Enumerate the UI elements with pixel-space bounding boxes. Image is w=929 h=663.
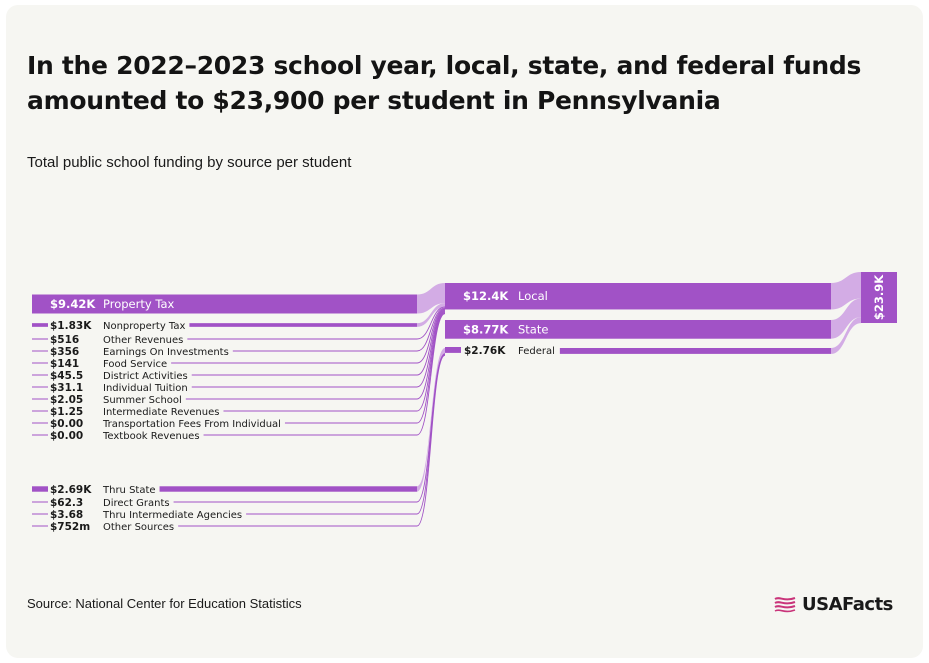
source-thru-state-bar (159, 486, 417, 492)
source-individual-tuition-marker (32, 386, 48, 388)
source-food-service-bar (171, 362, 417, 364)
chart-subtitle: Total public school funding by source pe… (27, 154, 352, 171)
source-nonproperty-tax-label: Nonproperty Tax (103, 321, 186, 332)
source-thru-intermediate-agencies-marker (32, 513, 48, 515)
category-local-label: Local (518, 289, 548, 303)
source-individual-tuition-link (416, 310, 446, 388)
source-thru-intermediate-agencies-link (416, 354, 446, 515)
source-district-activities-value: $45.5 (50, 370, 83, 382)
category-federal-marker (445, 347, 461, 353)
source-other-sources-marker (32, 525, 48, 527)
source-food-service-value: $141 (50, 358, 79, 370)
source-summer-school-value: $2.05 (50, 394, 83, 406)
chart-title: In the 2022–2023 school year, local, sta… (27, 51, 862, 115)
source-direct-grants-value: $62.3 (50, 497, 83, 509)
brand-logo: USAFacts (773, 592, 893, 616)
source-transportation-fees-value: $0.00 (50, 418, 83, 430)
source-thru-state-value: $2.69K (50, 484, 92, 496)
source-other-revenues-link (416, 306, 446, 340)
source-other-revenues-label: Other Revenues (103, 335, 183, 346)
source-earnings-on-investments-marker (32, 350, 48, 352)
source-individual-tuition-bar (191, 386, 417, 388)
source-individual-tuition-label: Individual Tuition (103, 383, 188, 394)
category-federal-bar (559, 348, 831, 354)
source-intermediate-revenues-label: Intermediate Revenues (103, 407, 219, 418)
source-property-tax-link (417, 283, 445, 314)
source-intermediate-revenues-marker (32, 410, 48, 412)
source-textbook-revenues-value: $0.00 (50, 430, 83, 442)
source-property-tax-bar (32, 294, 417, 314)
total-value: $23.9K (872, 274, 886, 320)
source-note: Source: National Center for Education St… (27, 596, 302, 611)
category-state-value: $8.77K (463, 322, 509, 336)
category-federal-label: Federal (518, 346, 555, 357)
source-summer-school-bar (185, 398, 417, 400)
source-food-service-marker (32, 362, 48, 364)
category-local-total-link (831, 272, 861, 310)
source-nonproperty-tax-link (417, 303, 445, 327)
category-local-bar (445, 283, 831, 310)
source-intermediate-revenues-bar (223, 410, 417, 412)
category-federal-total-link (831, 317, 861, 354)
source-thru-state-label: Thru State (102, 485, 156, 496)
source-nodes (32, 294, 417, 527)
source-other-sources-value: $752m (50, 521, 90, 533)
source-other-revenues-marker (32, 338, 48, 340)
source-textbook-revenues-link (416, 313, 446, 436)
source-direct-grants-label: Direct Grants (103, 498, 170, 509)
category-state-label: State (518, 322, 548, 336)
source-district-activities-bar (191, 374, 417, 376)
source-earnings-on-investments-label: Earnings On Investments (103, 347, 229, 358)
source-earnings-on-investments-value: $356 (50, 346, 79, 358)
source-other-revenues-value: $516 (50, 334, 79, 346)
source-thru-state-marker (32, 486, 48, 492)
source-textbook-revenues-bar (203, 434, 417, 436)
source-other-sources-bar (178, 525, 417, 527)
source-nonproperty-tax-value: $1.83K (50, 320, 92, 332)
source-transportation-fees-marker (32, 422, 48, 424)
source-food-service-label: Food Service (103, 359, 167, 370)
source-property-tax-value: $9.42K (50, 297, 96, 311)
source-nonproperty-tax-marker (32, 323, 48, 327)
category-federal-value: $2.76K (464, 345, 506, 357)
source-other-revenues-bar (187, 338, 417, 340)
source-transportation-fees-label: Transportation Fees From Individual (102, 419, 281, 430)
source-thru-intermediate-agencies-bar (246, 513, 417, 515)
source-summer-school-marker (32, 398, 48, 400)
source-earnings-on-investments-link (416, 307, 446, 352)
source-summer-school-label: Summer School (103, 395, 182, 406)
source-district-activities-marker (32, 374, 48, 376)
category-state-bar (445, 320, 831, 339)
source-textbook-revenues-label: Textbook Revenues (102, 431, 200, 442)
source-intermediate-revenues-value: $1.25 (50, 406, 83, 418)
category-local-value: $12.4K (463, 289, 509, 303)
brand-name: USAFacts (802, 593, 893, 615)
source-textbook-revenues-marker (32, 434, 48, 436)
flow-links (416, 272, 861, 527)
source-thru-state-link (417, 348, 445, 492)
category-nodes (445, 283, 831, 354)
source-thru-intermediate-agencies-label: Thru Intermediate Agencies (102, 510, 242, 521)
source-direct-grants-marker (32, 501, 48, 503)
category-state-total-link (831, 298, 861, 339)
source-food-service-link (416, 308, 446, 364)
source-district-activities-label: District Activities (103, 371, 188, 382)
source-district-activities-link (416, 309, 446, 376)
source-summer-school-link (416, 310, 446, 400)
source-other-sources-link (416, 354, 446, 527)
total-bar (861, 272, 897, 323)
source-thru-intermediate-agencies-value: $3.68 (50, 509, 83, 521)
source-transportation-fees-bar (284, 422, 417, 424)
source-nonproperty-tax-bar (189, 323, 417, 327)
source-earnings-on-investments-bar (232, 350, 417, 352)
source-other-sources-label: Other Sources (103, 522, 174, 533)
source-individual-tuition-value: $31.1 (50, 382, 83, 394)
source-property-tax-label: Property Tax (103, 297, 174, 311)
source-direct-grants-bar (173, 501, 417, 503)
usafacts-flag-icon (774, 597, 796, 613)
